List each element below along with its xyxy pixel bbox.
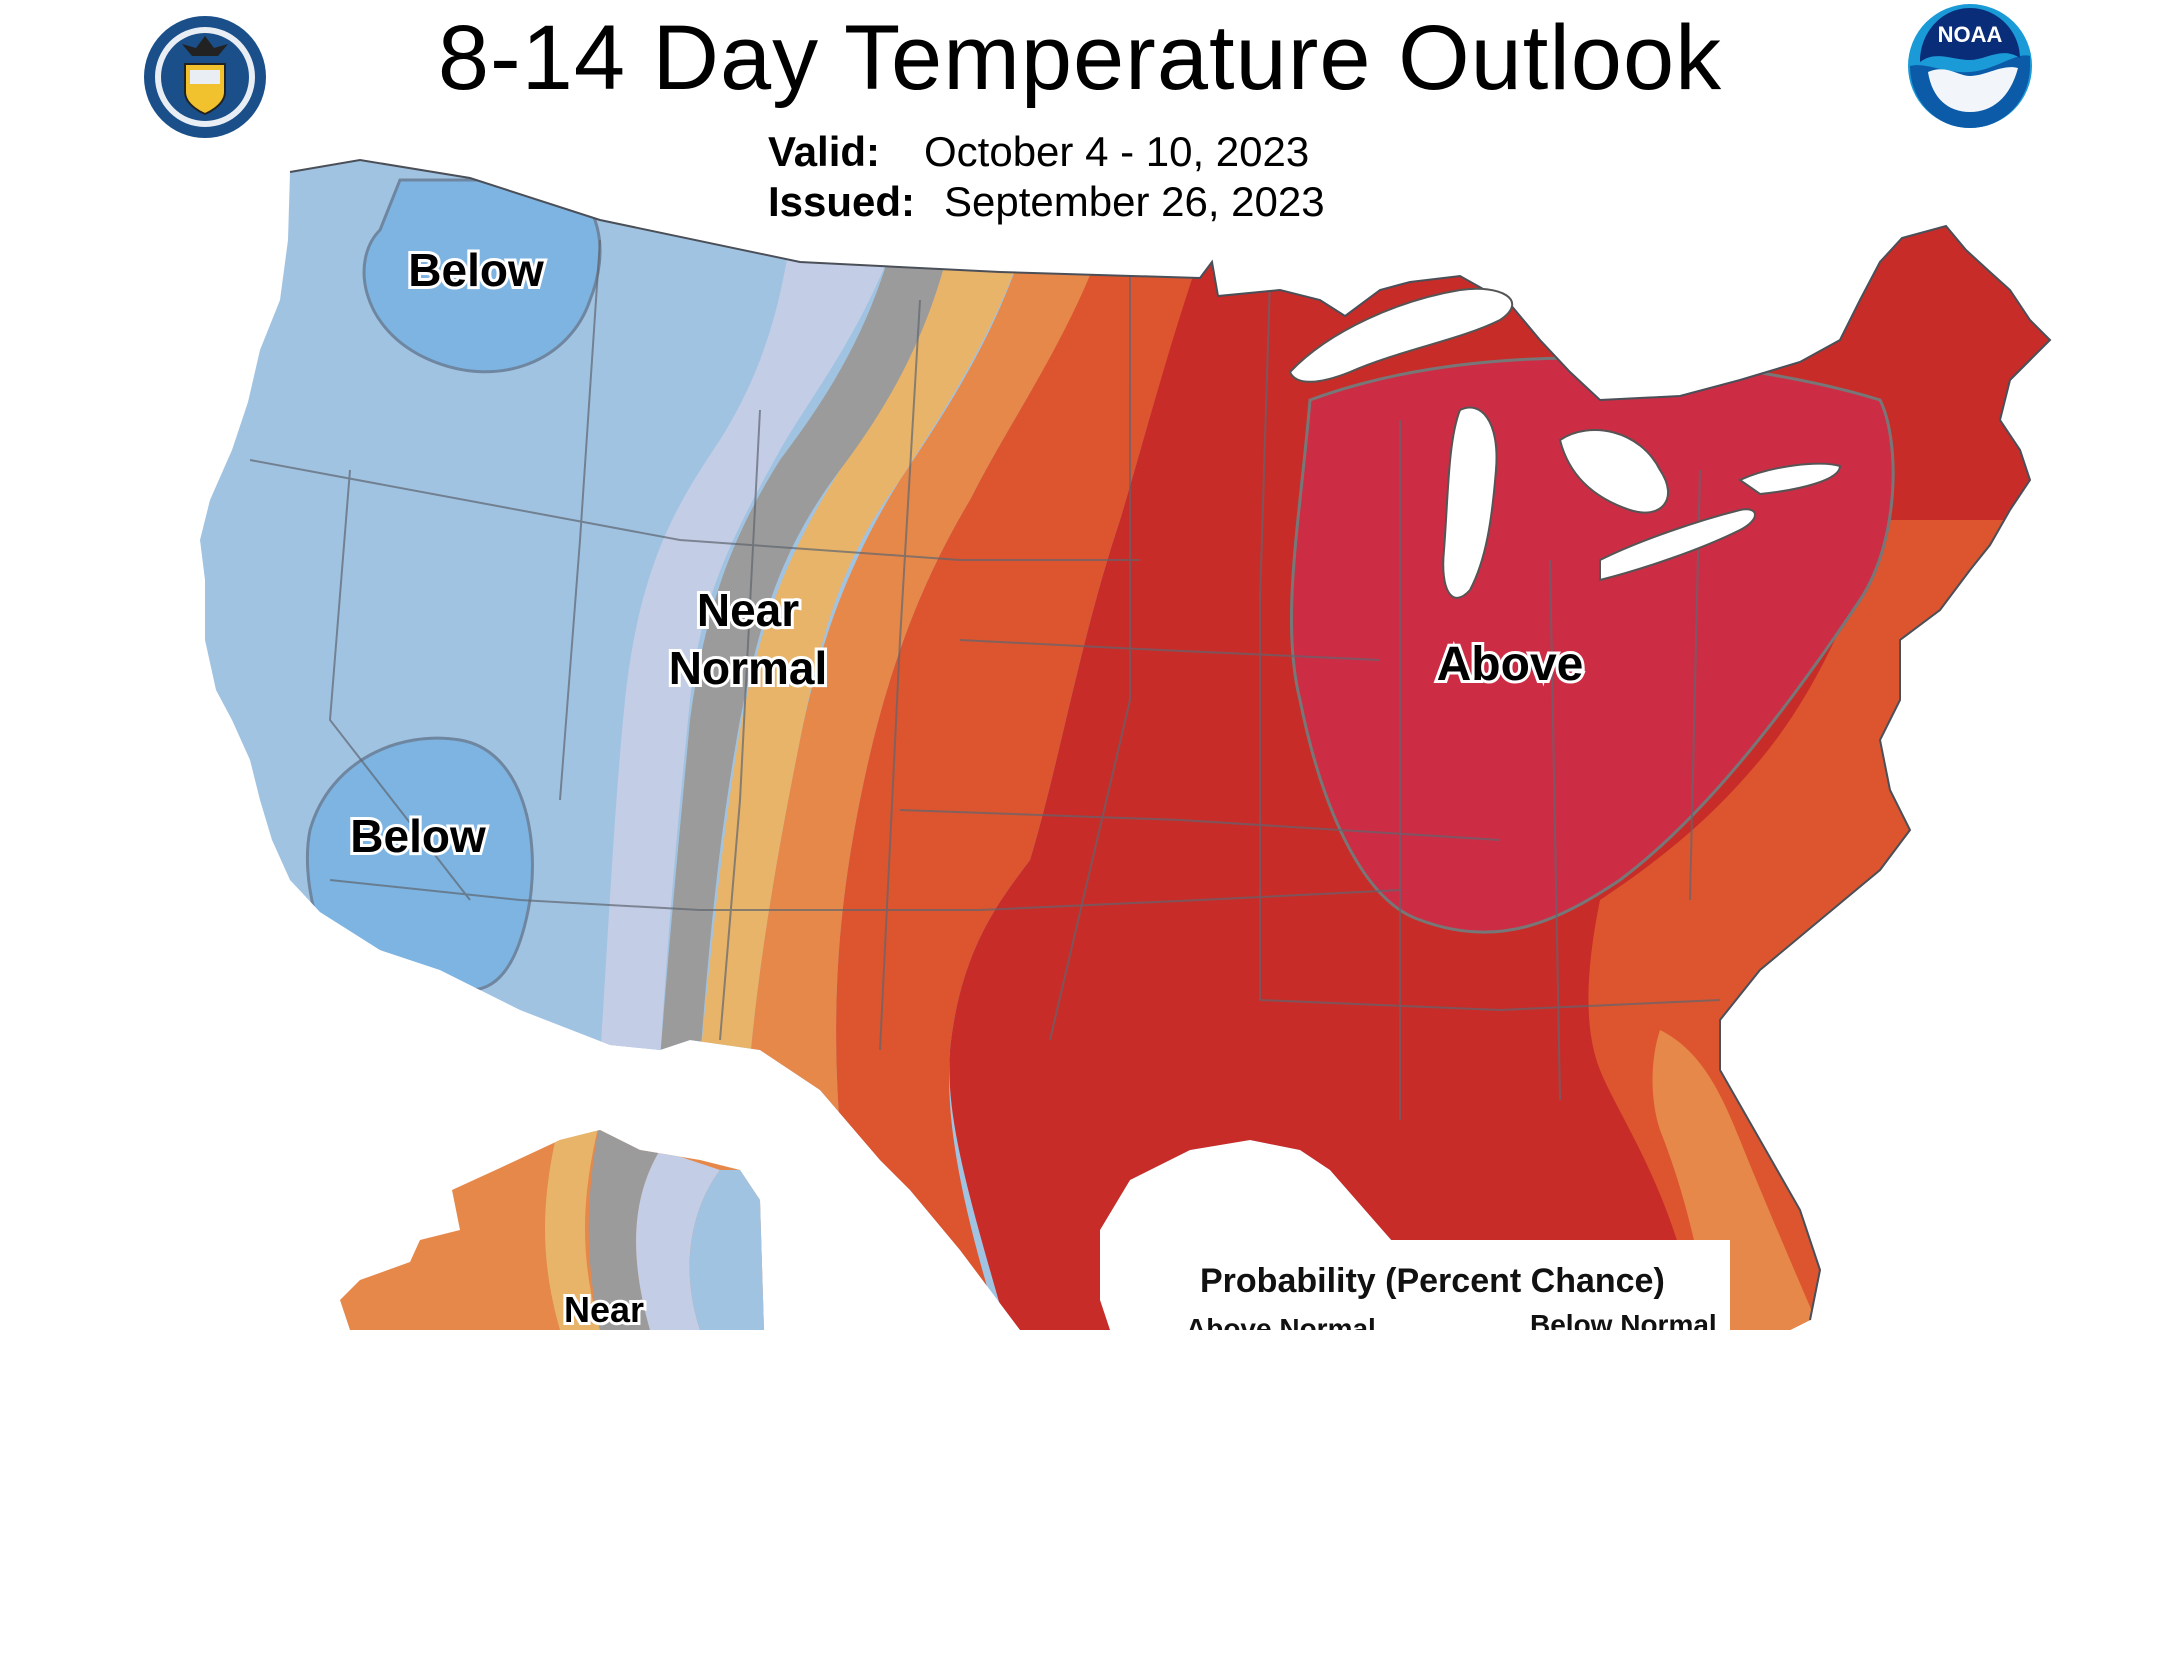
ak-band-near-normal xyxy=(588,1130,660,1330)
legend-background xyxy=(1140,1240,1730,1330)
ak-band-above-weak xyxy=(545,1130,600,1330)
ak-band-below-weak xyxy=(636,1150,720,1330)
valid-line: Valid: October 4 - 10, 2023 xyxy=(768,128,1309,176)
label-below-northwest: Below xyxy=(408,244,544,296)
lake-ontario xyxy=(1738,462,1842,496)
commerce-seal-icon xyxy=(144,16,266,138)
issued-label: Issued: xyxy=(768,178,916,225)
conus-coastline xyxy=(289,158,2052,1321)
legend-title: Probability (Percent Chance) xyxy=(1200,1262,1665,1300)
lake-huron xyxy=(1558,429,1670,514)
lake-michigan xyxy=(1442,406,1498,599)
band-above-low xyxy=(750,160,1130,1130)
noaa-logo-icon: NOAA xyxy=(1908,4,2032,128)
band-above-strong xyxy=(1289,356,1895,934)
label-above: Above xyxy=(1437,638,1584,691)
great-lakes xyxy=(1288,287,1842,599)
band-florida-low xyxy=(1652,1030,1820,1330)
noaa-logo-text: NOAA xyxy=(1938,22,2003,47)
label-below-southwest: Below xyxy=(350,810,486,862)
band-below-strong-sw xyxy=(305,736,534,992)
band-coast-weak xyxy=(200,500,202,620)
issued-value: September 26, 2023 xyxy=(944,178,1325,225)
legend: Probability (Percent Chance) Above Norma… xyxy=(1140,1240,1730,1344)
label-near-normal-line1: Near xyxy=(697,584,799,636)
ak-band-below xyxy=(689,1170,764,1330)
valid-value: October 4 - 10, 2023 xyxy=(924,128,1310,175)
lower-blank-area xyxy=(0,1330,2160,1664)
label-alaska-near: Near xyxy=(564,1289,644,1330)
lake-erie xyxy=(1599,508,1756,582)
conus-bands xyxy=(200,160,2050,1330)
page-title: 8-14 Day Temperature Outlook xyxy=(437,7,1723,109)
valid-label: Valid: xyxy=(768,128,881,175)
issued-line: Issued: September 26, 2023 xyxy=(768,178,1325,226)
legend-above-heading: Above Normal xyxy=(1186,1313,1376,1344)
legend-below-heading: Below Normal xyxy=(1530,1309,1717,1340)
alaska-inset xyxy=(340,1130,764,1330)
lake-superior xyxy=(1288,287,1514,383)
label-near-normal-line2: Normal xyxy=(669,642,827,694)
band-near-normal xyxy=(660,160,968,1060)
band-above-mid xyxy=(836,160,1240,1330)
band-above-weak xyxy=(700,160,1050,1060)
